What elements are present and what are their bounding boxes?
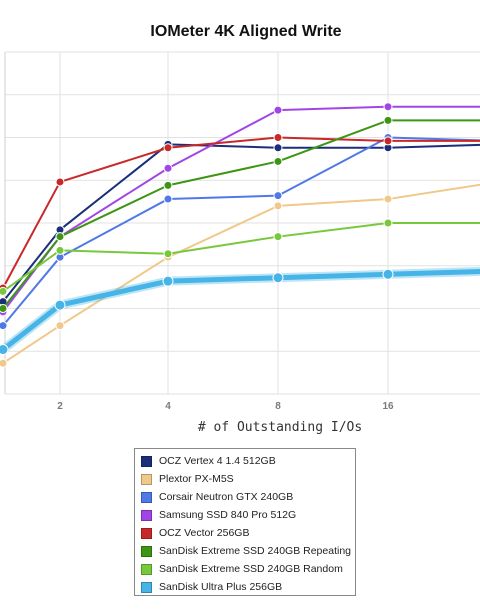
legend-label: Plextor PX-M5S xyxy=(159,473,234,485)
legend-label: Samsung SSD 840 Pro 512G xyxy=(159,509,297,521)
legend-label: Corsair Neutron GTX 240GB xyxy=(159,491,294,503)
legend-item: OCZ Vertex 4 1.4 512GB xyxy=(141,452,355,470)
legend-swatch xyxy=(141,545,152,557)
legend-item: OCZ Vector 256GB xyxy=(141,524,355,542)
data-point xyxy=(273,191,283,201)
series-line xyxy=(2,136,480,327)
data-point xyxy=(163,249,173,259)
data-point xyxy=(273,143,283,153)
legend-label: SanDisk Extreme SSD 240GB Repeating xyxy=(159,545,352,557)
legend-item: Corsair Neutron GTX 240GB xyxy=(141,488,355,506)
data-point xyxy=(383,102,393,112)
legend-swatch xyxy=(141,581,152,593)
legend-swatch xyxy=(141,563,152,575)
legend-item: Samsung SSD 840 Pro 512G xyxy=(141,506,355,524)
legend-swatch xyxy=(141,455,152,467)
series-4 xyxy=(0,133,480,293)
x-tick-labels: 2 4 8 16 xyxy=(57,401,394,412)
legend-label: SanDisk Ultra Plus 256GB xyxy=(159,581,283,593)
legend-item: SanDisk Extreme SSD 240GB Random xyxy=(141,560,355,578)
data-point xyxy=(163,143,173,153)
data-point xyxy=(273,201,283,211)
series-layer xyxy=(0,102,480,368)
legend-label: OCZ Vertex 4 1.4 512GB xyxy=(159,455,276,467)
chart-title: IOMeter 4K Aligned Write xyxy=(150,23,341,40)
data-point xyxy=(273,105,283,115)
series-line xyxy=(2,183,480,365)
legend-swatch xyxy=(141,509,152,521)
x-tick-label: 4 xyxy=(165,401,171,412)
x-tick-label: 8 xyxy=(275,401,281,412)
x-tick-label: 2 xyxy=(57,401,63,412)
series-6 xyxy=(0,218,480,296)
data-point xyxy=(383,218,393,228)
legend-swatch xyxy=(141,527,152,539)
series-3 xyxy=(0,102,480,317)
data-point xyxy=(55,232,65,242)
data-point xyxy=(55,177,65,187)
series-line-halo xyxy=(0,266,480,354)
data-point xyxy=(272,272,284,284)
series-line xyxy=(2,222,480,293)
data-point xyxy=(0,286,8,296)
data-point xyxy=(163,163,173,173)
series-0 xyxy=(0,139,480,307)
data-point xyxy=(383,136,393,146)
legend-label: OCZ Vector 256GB xyxy=(159,527,250,539)
data-point xyxy=(0,358,8,368)
data-point xyxy=(0,304,8,313)
series-7 xyxy=(0,266,480,356)
data-point xyxy=(273,133,283,142)
data-point xyxy=(273,156,283,166)
series-5 xyxy=(0,115,480,313)
series-line xyxy=(2,119,480,310)
data-point xyxy=(163,180,173,190)
legend-item: Plextor PX-M5S xyxy=(141,470,355,488)
data-point xyxy=(0,344,9,356)
legend-swatch xyxy=(141,473,152,485)
legend-swatch xyxy=(141,491,152,503)
series-line xyxy=(2,143,480,303)
series-line xyxy=(1,268,480,352)
data-point xyxy=(382,268,394,280)
data-point xyxy=(163,194,173,204)
data-point xyxy=(55,245,65,255)
series-line xyxy=(2,136,480,289)
data-point xyxy=(383,115,393,125)
data-point xyxy=(0,321,8,331)
data-point xyxy=(383,194,393,204)
data-point xyxy=(273,232,283,242)
x-tick-label: 16 xyxy=(382,401,394,412)
data-point xyxy=(55,321,65,331)
data-point xyxy=(54,299,66,311)
legend-label: SanDisk Extreme SSD 240GB Random xyxy=(159,563,343,575)
legend-item: SanDisk Ultra Plus 256GB xyxy=(141,578,355,596)
data-point xyxy=(162,275,174,287)
legend: OCZ Vertex 4 1.4 512GB Plextor PX-M5S Cors… xyxy=(134,448,356,596)
legend-item: SanDisk Extreme SSD 240GB Repeating xyxy=(141,542,355,560)
x-axis-label: # of Outstanding I/Os xyxy=(198,420,362,435)
